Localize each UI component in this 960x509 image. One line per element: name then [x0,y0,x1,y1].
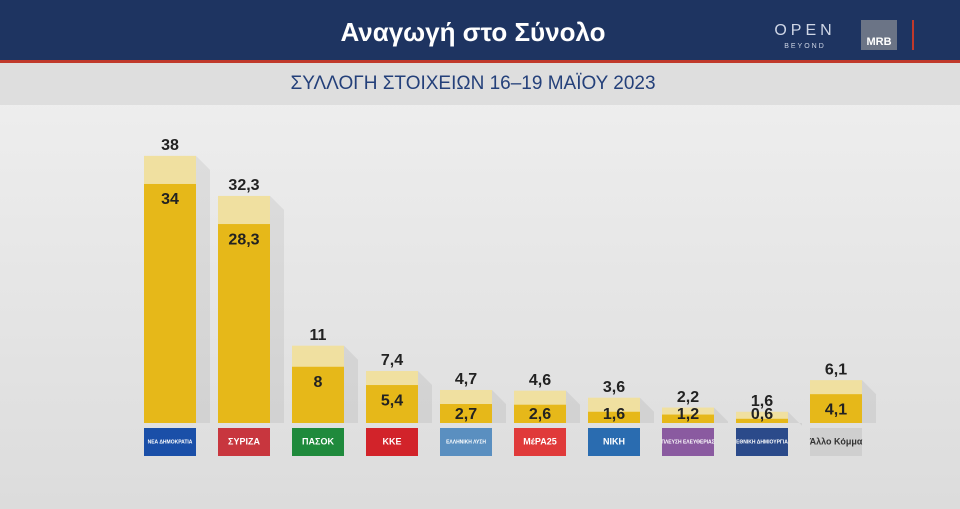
party-logo [736,428,788,456]
value-label: 1,6 [603,406,625,423]
bar [292,366,344,423]
bar [662,414,714,423]
total-label: 3,6 [603,379,625,396]
total-label: 11 [310,327,327,344]
total-label: 1,6 [751,393,773,410]
bar [366,385,418,423]
value-label: 2,7 [455,406,477,423]
pollster-logo [861,20,897,50]
party-name: ΕΛΛΗΝΙΚΗ ΛΥΣΗ [446,439,486,445]
bar-shadow [270,195,284,423]
party-logo [588,428,640,456]
party-logo [366,428,418,456]
bar-shadow [418,370,432,423]
party-logo [810,428,862,456]
bar [810,394,862,423]
bar [736,418,788,423]
total-label: 38 [161,137,179,154]
bar [144,183,196,423]
party-logo [440,428,492,456]
value-label: 4,1 [825,401,847,418]
pollster: MRB [866,36,891,48]
bar-shadow [492,389,506,423]
party-logo [292,428,344,456]
brand-sub: BEYOND [784,43,826,50]
total-label: 7,4 [381,352,403,369]
party-name: ΠΑΣΟΚ [302,436,334,446]
bar [588,411,640,423]
party-name: ΜέΡΑ25 [523,436,556,446]
total-label: 32,3 [228,177,259,194]
total-label: 4,7 [455,371,477,388]
value-label: 5,4 [381,392,403,409]
party-name: ΚΚΕ [382,436,401,446]
bar-shadow [196,155,210,424]
value-label: 0,6 [751,406,773,423]
bar [736,411,788,423]
value-label: 1,2 [677,406,699,423]
value-label: 34 [161,191,179,208]
party-logo [514,428,566,456]
header-band [0,0,960,60]
party-name: ΝΕΑ ΔΗΜΟΚΡΑΤΙΑ [148,439,193,445]
bar-shadow [344,345,358,423]
bar-shadow [640,397,654,423]
value-label: 8 [314,374,323,391]
divider [912,20,914,50]
party-logo [144,428,196,456]
total-label: 2,2 [677,389,699,406]
total-label: 6,1 [825,361,847,378]
total-label: 4,6 [529,372,551,389]
value-label: 2,6 [529,406,551,423]
bar [440,404,492,423]
party-name: Άλλο Κόμμα [810,436,863,446]
subtitle: ΣΥΛΛΟΓΗ ΣΤΟΙΧΕΙΩΝ 16–19 ΜΑΪΟΥ 2023 [290,73,655,94]
bar-shadow [788,411,802,426]
brand: OPEN [774,22,835,39]
party-logo [218,428,270,456]
bar-shadow [714,407,728,423]
header-rule [0,60,960,63]
title: Αναγωγή στο Σύνολο [340,17,605,47]
party-name: ΕΘΝΙΚΗ ΔΗΜΙΟΥΡΓΙΑ [736,439,788,445]
value-label: 28,3 [228,231,259,248]
bar-shadow [566,390,580,423]
party-name: ΝΙΚΗ [603,436,625,446]
bar [514,404,566,423]
bar-shadow [862,380,876,423]
party-logo [662,428,714,456]
bar [218,224,270,423]
party-name: ΠΛΕΥΣΗ ΕΛΕΥΘΕΡΙΑΣ [661,439,714,445]
subtitle-band [0,63,960,105]
party-name: ΣΥΡΙΖΑ [228,436,260,446]
